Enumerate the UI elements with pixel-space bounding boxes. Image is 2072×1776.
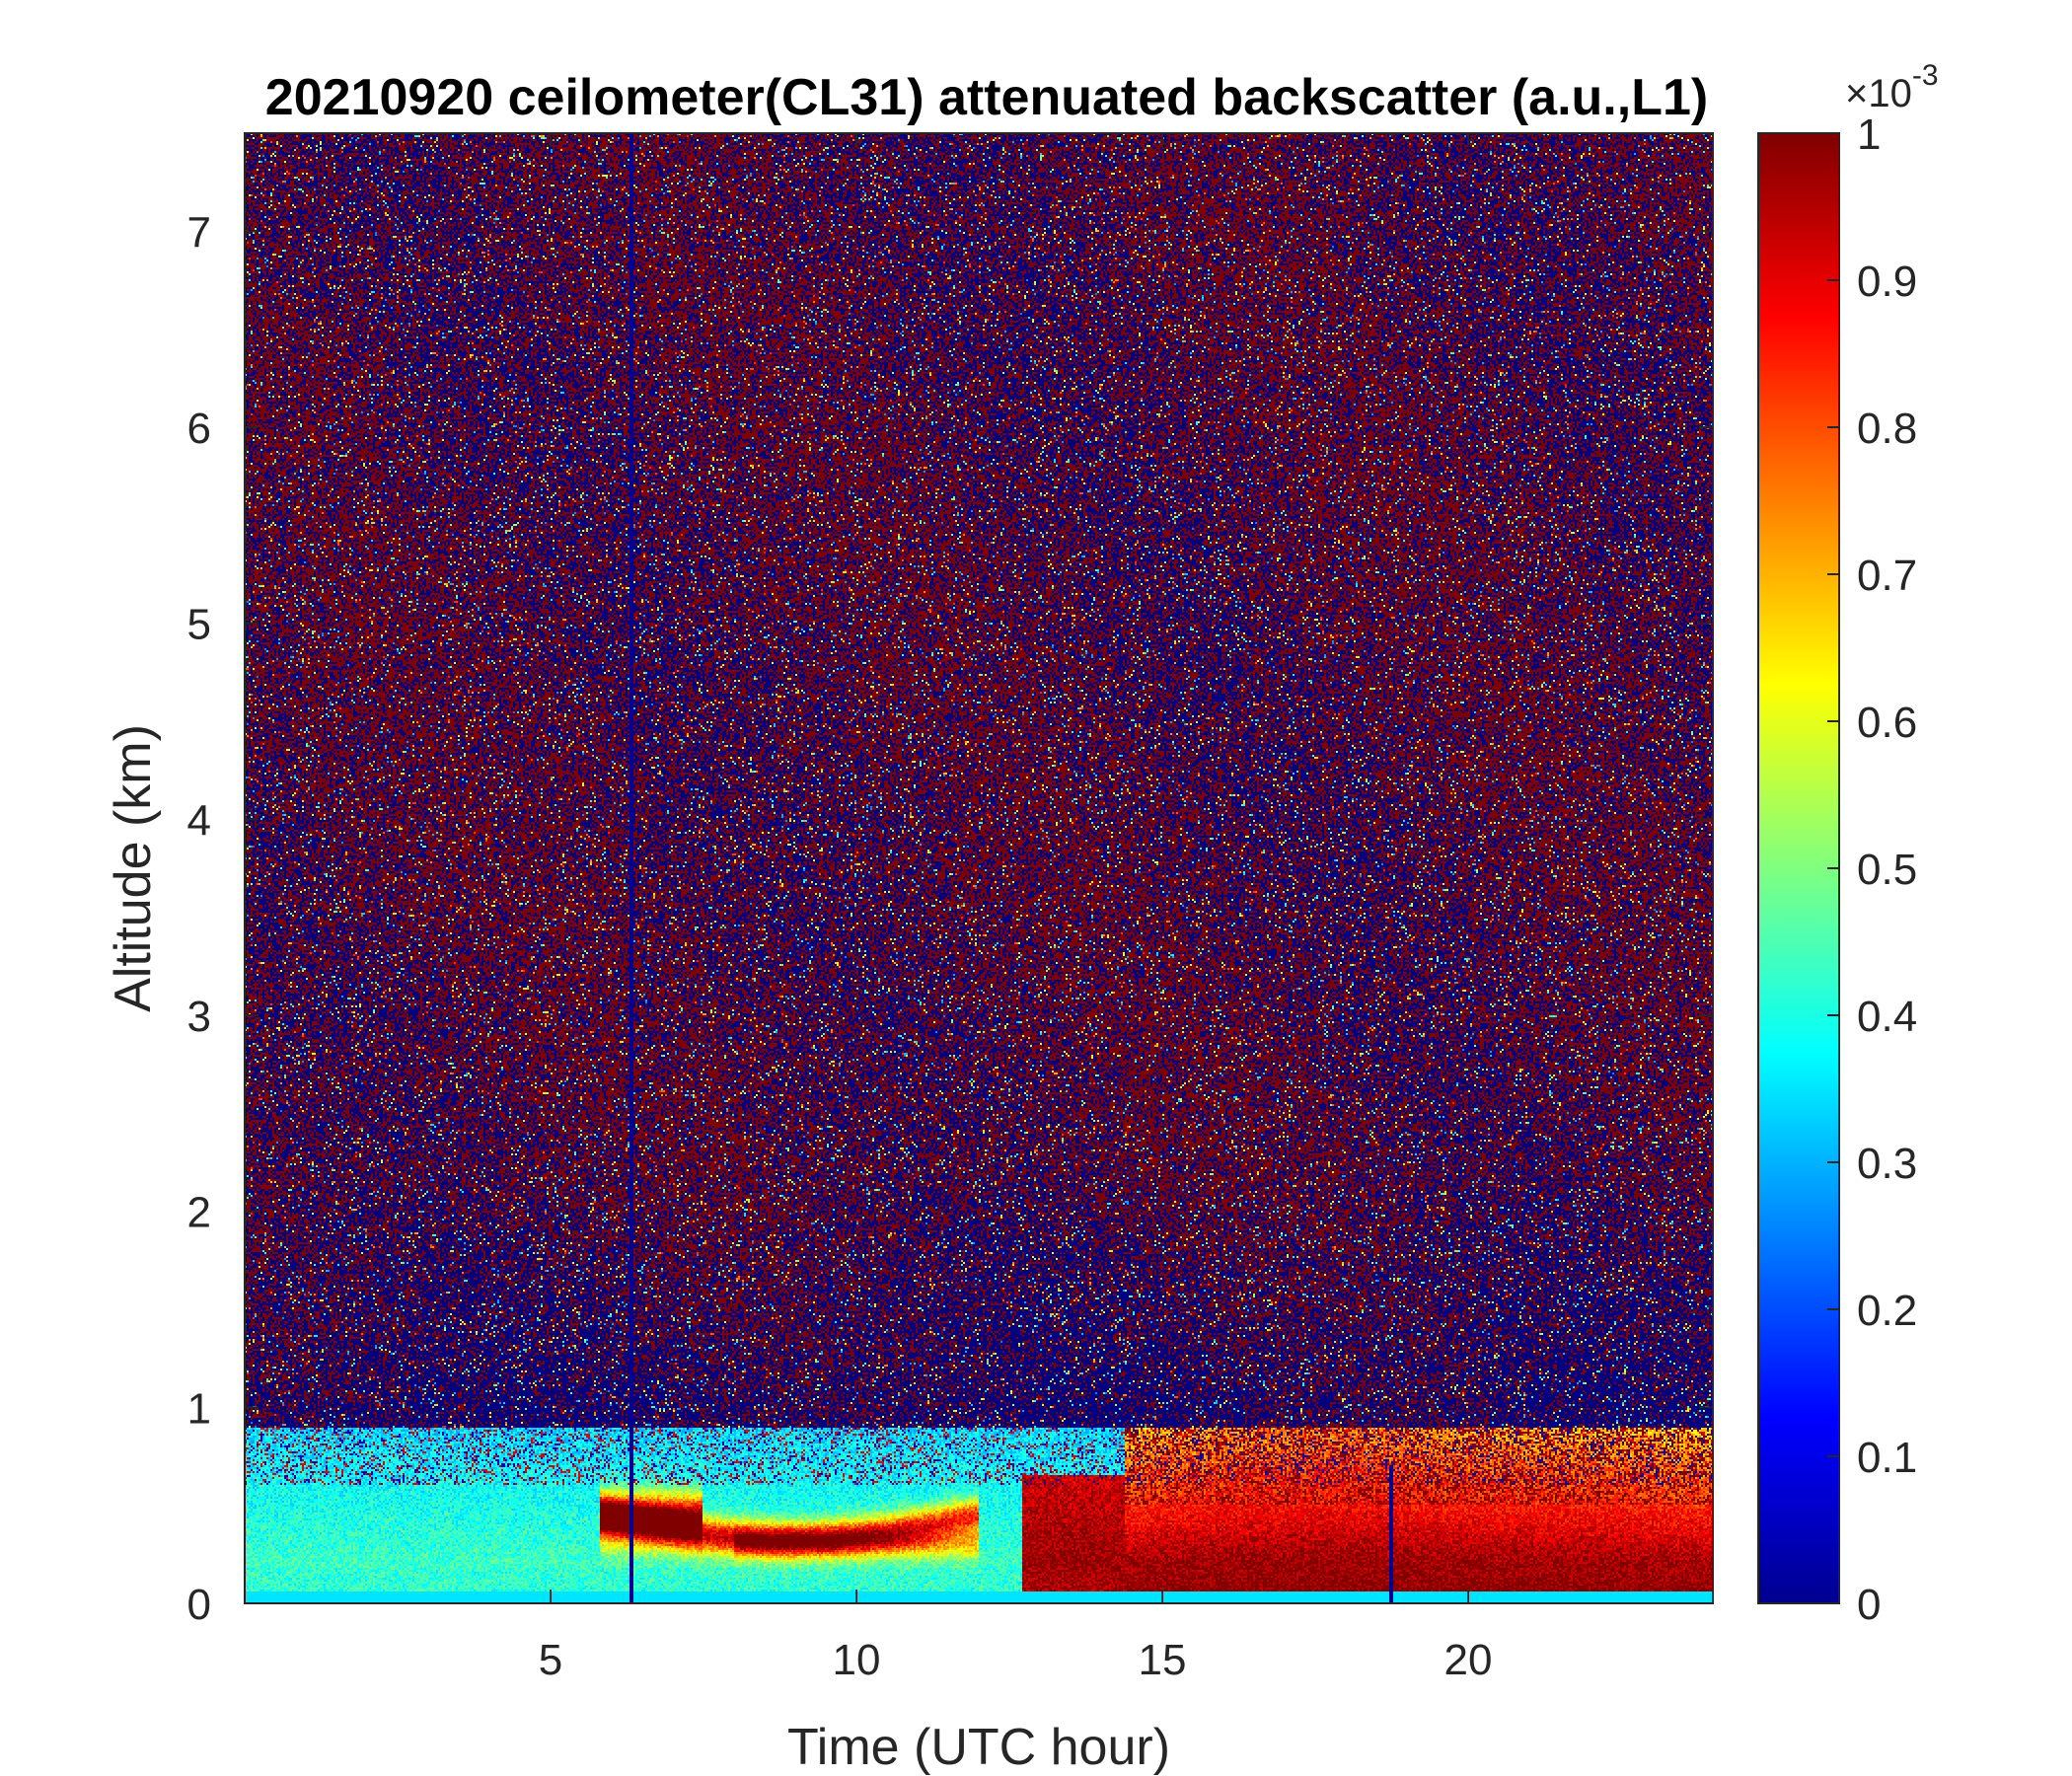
colorbar-exponent: ×10-3	[1845, 59, 1939, 115]
heatmap-raster-container	[245, 133, 1713, 1603]
y-tick-label: 3	[187, 993, 211, 1041]
x-axis: 5 10 15 20	[539, 133, 1493, 1684]
y-axis: 0 1 2 3 4 5 6 7	[187, 208, 1713, 1629]
colorbar-tick-label: 0.2	[1857, 1287, 1917, 1335]
colorbar-tick-label: 0.8	[1857, 405, 1917, 453]
colorbar-tick-label: 0.9	[1857, 258, 1917, 306]
y-tick-label: 6	[187, 405, 211, 453]
colorbar-tick-label: 0.3	[1857, 1140, 1917, 1188]
y-tick-label: 0	[187, 1581, 211, 1629]
colorbar-ticks: 0 0.1 0.2 0.3 0.4 0.5 0.6 0.7 0.8 0.9 1	[1827, 111, 1917, 1629]
colorbar-gradient	[1757, 132, 1840, 1604]
colorbar-tick-label: 0.6	[1857, 699, 1917, 747]
x-tick-label: 20	[1444, 1636, 1493, 1684]
colorbar-tick-label: 0.4	[1857, 993, 1917, 1041]
colorbar-tick-label: 1	[1857, 111, 1881, 159]
x-tick-label: 5	[539, 1636, 562, 1684]
colorbar-exponent-power: -3	[1912, 59, 1939, 92]
chart-title: 20210920 ceilometer(CL31) attenuated bac…	[265, 69, 1708, 126]
x-tick-label: 15	[1139, 1636, 1187, 1684]
colorbar-tick-label: 0.5	[1857, 846, 1917, 894]
heatmap-raster	[245, 133, 1713, 1603]
colorbar-tick-label: 0.1	[1857, 1434, 1917, 1482]
heatmap-plot-area	[244, 132, 1714, 1604]
x-tick-label: 10	[833, 1636, 881, 1684]
colorbar-tick-label: 0.7	[1857, 552, 1917, 600]
x-axis-label: Time (UTC hour)	[787, 1719, 1170, 1776]
y-tick-label: 1	[187, 1384, 211, 1433]
colorbar-exponent-base: ×10	[1845, 72, 1912, 115]
y-axis-label: Altitude (km)	[105, 724, 162, 1012]
plot-frame	[244, 132, 1714, 1604]
y-tick-label: 2	[187, 1189, 211, 1237]
colorbar: 0 0.1 0.2 0.3 0.4 0.5 0.6 0.7 0.8 0.9 1 ×10-3	[1757, 59, 1939, 1629]
colorbar-tick-label: 0	[1857, 1581, 1881, 1629]
y-tick-label: 4	[187, 796, 211, 845]
y-tick-label: 5	[187, 601, 211, 649]
y-tick-label: 7	[187, 208, 211, 257]
